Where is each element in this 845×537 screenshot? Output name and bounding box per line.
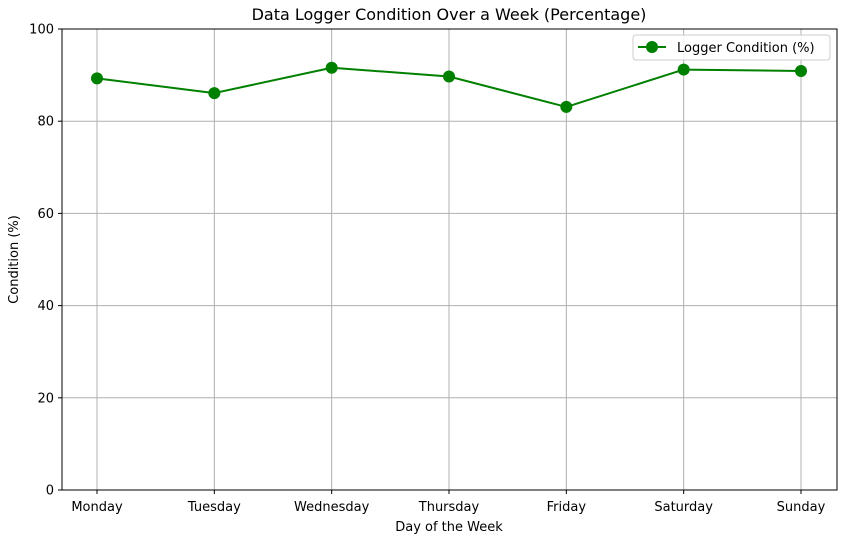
y-tick-label: 80 xyxy=(37,115,54,130)
series-logger-condition xyxy=(91,61,807,113)
data-point xyxy=(795,64,807,77)
x-axis-label: Day of the Week xyxy=(395,520,503,535)
legend-marker xyxy=(646,41,658,53)
legend-box xyxy=(632,34,831,61)
y-tick-label: 0 xyxy=(46,484,54,499)
y-tick-label: 20 xyxy=(37,391,54,406)
legend: Logger Condition (%) xyxy=(632,34,831,61)
chart-title: Data Logger Condition Over a Week (Perce… xyxy=(252,5,647,24)
x-axis: Monday Tuesday Wednesday Thursday Friday Satu… xyxy=(71,490,826,515)
data-point xyxy=(560,100,573,113)
y-tick-label: 60 xyxy=(37,207,54,222)
x-tick-label: Saturday xyxy=(654,500,713,515)
data-point xyxy=(91,72,103,85)
x-tick-label: Friday xyxy=(547,500,587,515)
y-tick-label: 40 xyxy=(37,299,54,314)
x-tick-label: Sunday xyxy=(777,500,826,515)
x-tick-label: Wednesday xyxy=(294,500,370,515)
y-tick-label: 100 xyxy=(29,23,54,38)
data-point xyxy=(208,87,221,100)
legend-label: Logger Condition (%) xyxy=(677,41,815,56)
y-axis-label: Condition (%) xyxy=(7,215,22,304)
data-point xyxy=(443,70,455,83)
x-tick-label: Monday xyxy=(71,500,123,515)
y-axis: 0 20 40 60 80 100 xyxy=(29,23,62,499)
data-point xyxy=(325,61,338,74)
data-point xyxy=(677,63,690,76)
x-tick-label: Tuesday xyxy=(187,500,241,515)
x-tick-label: Thursday xyxy=(418,500,480,515)
